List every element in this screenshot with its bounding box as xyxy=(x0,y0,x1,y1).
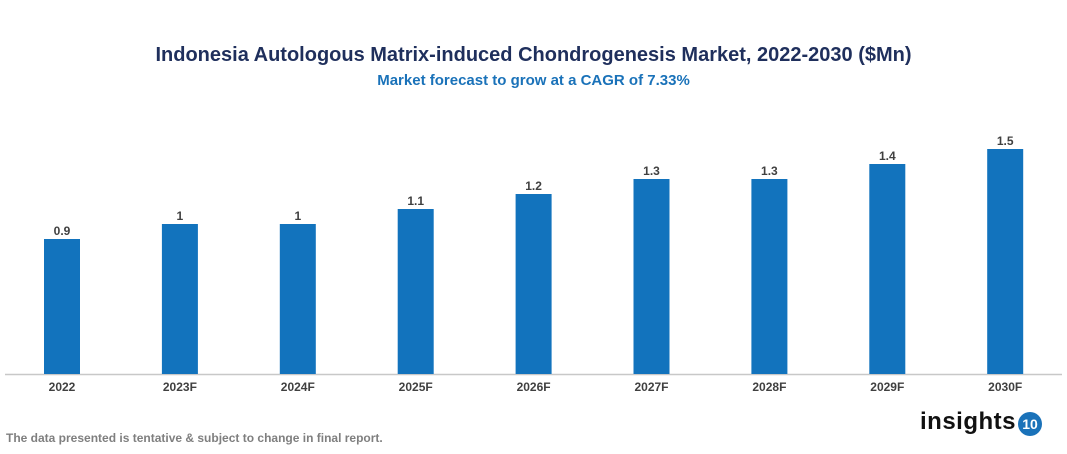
data-label-2026F: 1.2 xyxy=(525,179,542,193)
data-label-2025F: 1.1 xyxy=(407,194,424,208)
x-tick-label-2025F: 2025F xyxy=(399,380,433,394)
x-tick-label-2030F: 2030F xyxy=(988,380,1022,394)
data-label-2024F: 1 xyxy=(294,209,301,223)
chart-subtitle: Market forecast to grow at a CAGR of 7.3… xyxy=(377,72,690,89)
insights10-logo: insights 10 xyxy=(920,408,1043,436)
x-tick-label-2022: 2022 xyxy=(49,380,76,394)
bar-2027F xyxy=(633,179,670,374)
bar-2025F xyxy=(397,209,434,374)
bar-2030F xyxy=(987,149,1024,374)
data-label-2029F: 1.4 xyxy=(879,149,896,163)
data-label-2028F: 1.3 xyxy=(761,164,778,178)
bar-2028F xyxy=(751,179,788,374)
chart-title: Indonesia Autologous Matrix-induced Chon… xyxy=(155,44,912,66)
logo-badge: 10 xyxy=(1018,412,1043,436)
logo-text: insights xyxy=(920,408,1017,435)
bar-2022 xyxy=(44,239,80,374)
data-label-2022: 0.9 xyxy=(54,224,71,238)
x-tick-label-2023F: 2023F xyxy=(163,380,197,394)
x-tick-label-2024F: 2024F xyxy=(281,380,315,394)
x-tick-label-2029F: 2029F xyxy=(870,380,904,394)
bar-2026F xyxy=(515,194,552,374)
x-tick-label-2028F: 2028F xyxy=(752,380,786,394)
bar-2029F xyxy=(869,164,906,374)
bar-2023F xyxy=(161,224,198,374)
disclaimer-note: The data presented is tentative & subjec… xyxy=(6,431,383,445)
x-tick-label-2026F: 2026F xyxy=(517,380,551,394)
data-label-2023F: 1 xyxy=(177,209,184,223)
data-label-2030F: 1.5 xyxy=(997,134,1014,148)
data-label-2027F: 1.3 xyxy=(643,164,660,178)
bar-2024F xyxy=(279,224,316,374)
x-tick-label-2027F: 2027F xyxy=(634,380,668,394)
